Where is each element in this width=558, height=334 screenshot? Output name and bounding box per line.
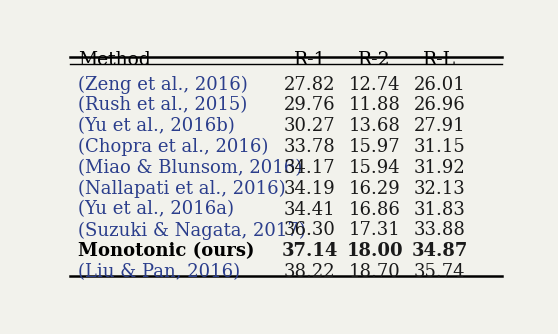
Text: 17.31: 17.31 [349,221,401,239]
Text: 33.78: 33.78 [284,138,335,156]
Text: 16.86: 16.86 [349,200,401,218]
Text: 38.22: 38.22 [284,263,335,281]
Text: (Miao & Blunsom, 2016): (Miao & Blunsom, 2016) [78,159,302,177]
Text: R-L: R-L [423,51,456,69]
Text: (Rush et al., 2015): (Rush et al., 2015) [78,97,248,115]
Text: (Suzuki & Nagata, 2017): (Suzuki & Nagata, 2017) [78,221,306,239]
Text: 18.00: 18.00 [347,242,403,260]
Text: (Yu et al., 2016b): (Yu et al., 2016b) [78,117,235,135]
Text: 31.83: 31.83 [413,200,465,218]
Text: (Liu & Pan, 2016): (Liu & Pan, 2016) [78,263,240,281]
Text: (Yu et al., 2016a): (Yu et al., 2016a) [78,200,234,218]
Text: 36.30: 36.30 [284,221,336,239]
Text: 27.82: 27.82 [284,75,335,94]
Text: 34.19: 34.19 [284,180,335,198]
Text: Monotonic (ours): Monotonic (ours) [78,242,255,260]
Text: 27.91: 27.91 [413,117,465,135]
Text: 34.41: 34.41 [284,200,335,218]
Text: 11.88: 11.88 [349,97,401,115]
Text: 15.94: 15.94 [349,159,401,177]
Text: 26.01: 26.01 [413,75,465,94]
Text: 18.70: 18.70 [349,263,401,281]
Text: 16.29: 16.29 [349,180,401,198]
Text: 32.13: 32.13 [413,180,465,198]
Text: (Chopra et al., 2016): (Chopra et al., 2016) [78,138,269,156]
Text: (Zeng et al., 2016): (Zeng et al., 2016) [78,75,248,94]
Text: R-2: R-2 [358,51,391,69]
Text: 29.76: 29.76 [284,97,335,115]
Text: 33.88: 33.88 [413,221,465,239]
Text: (Nallapati et al., 2016): (Nallapati et al., 2016) [78,180,286,198]
Text: 37.14: 37.14 [282,242,338,260]
Text: 34.17: 34.17 [284,159,335,177]
Text: 26.96: 26.96 [413,97,465,115]
Text: 31.92: 31.92 [413,159,465,177]
Text: 30.27: 30.27 [284,117,335,135]
Text: 35.74: 35.74 [413,263,465,281]
Text: 13.68: 13.68 [349,117,401,135]
Text: Method: Method [78,51,151,69]
Text: 34.87: 34.87 [411,242,468,260]
Text: 31.15: 31.15 [413,138,465,156]
Text: 12.74: 12.74 [349,75,401,94]
Text: 15.97: 15.97 [349,138,401,156]
Text: R-1: R-1 [294,51,326,69]
